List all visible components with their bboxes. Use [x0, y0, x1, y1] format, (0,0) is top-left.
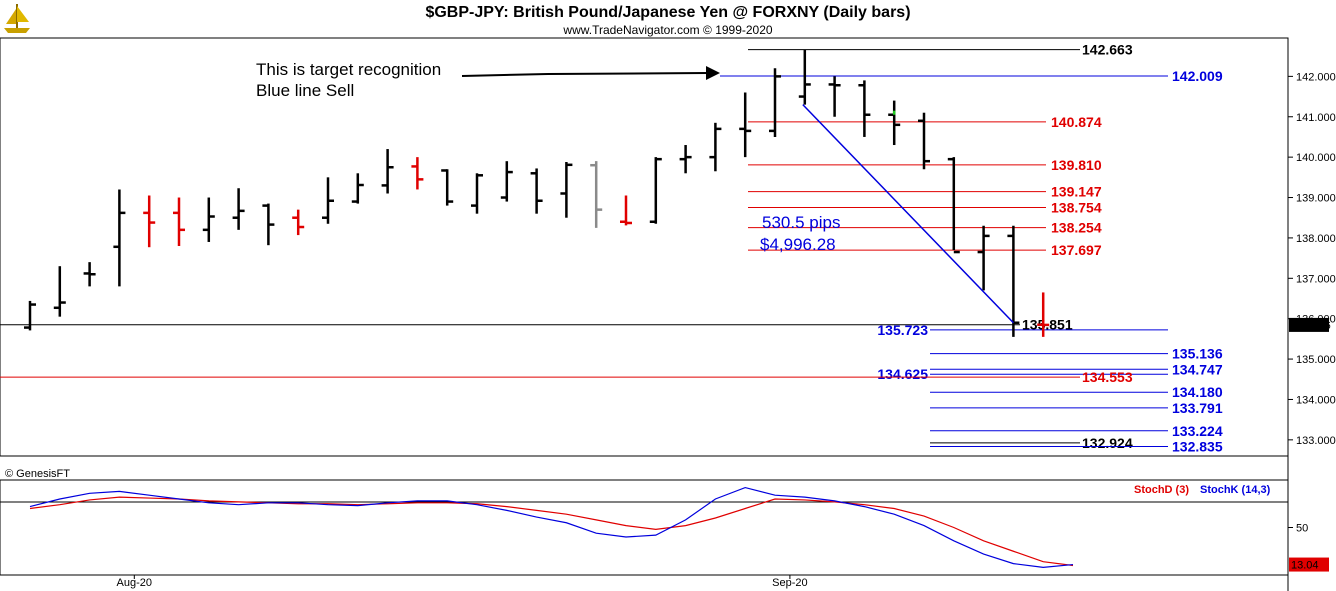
ohlc-bar	[828, 76, 841, 117]
ohlc-bar	[709, 122, 722, 172]
ohlc-bar	[858, 80, 871, 137]
bar-layer	[24, 49, 1050, 337]
ohlc-bar	[173, 197, 185, 246]
y-tick-label: 140.000	[1296, 152, 1336, 164]
ohlc-bar	[590, 161, 603, 228]
watermark: © GenesisFT	[5, 468, 70, 480]
ohlc-bar	[560, 161, 573, 218]
y-tick-label: 134.000	[1296, 394, 1336, 406]
x-tick-label: Aug-20	[117, 577, 152, 589]
ohlc-bar	[888, 100, 901, 146]
annotation-arrow	[461, 66, 720, 80]
stoch-series-line	[29, 496, 1074, 567]
y-tick-label: 137.000	[1296, 273, 1336, 285]
ohlc-bar	[500, 161, 513, 202]
trend-layer	[802, 104, 1014, 324]
stoch-series-line	[29, 486, 1074, 569]
level-label: 134.625	[877, 366, 928, 382]
ohlc-bar	[292, 209, 305, 236]
level-label: 133.224	[1172, 423, 1223, 439]
level-label: 135.723	[877, 322, 928, 338]
ohlc-bar	[53, 266, 66, 317]
ohlc-bar	[947, 157, 960, 254]
ship-icon	[4, 4, 30, 33]
ohlc-bar	[411, 157, 424, 190]
y-tick-label: 139.000	[1296, 193, 1336, 205]
level-label: 134.747	[1172, 361, 1223, 377]
level-label: 134.553	[1082, 369, 1133, 385]
y-tick-label: 142.000	[1296, 71, 1336, 83]
last-price-label: 135.846	[1291, 320, 1331, 332]
level-label: 132.835	[1172, 439, 1223, 455]
ohlc-bar	[322, 177, 334, 224]
ohlc-bar	[918, 112, 930, 170]
level-label: 133.791	[1172, 400, 1223, 416]
y-tick-label: 133.000	[1296, 435, 1336, 447]
ohlc-bar	[351, 173, 364, 204]
annotation-dollars: $4,996.28	[760, 235, 836, 254]
level-label: 138.254	[1051, 220, 1102, 236]
y-tick-label: 141.000	[1296, 112, 1336, 124]
ohlc-bar	[471, 173, 483, 214]
ohlc-bar	[769, 68, 781, 137]
level-label: 142.663	[1082, 42, 1133, 58]
level-layer: 142.663 142.009 140.874 139.810 139.147138.7…	[0, 42, 1223, 455]
ohlc-bar	[24, 300, 36, 331]
ohlc-bar	[441, 169, 454, 206]
stoch-last-label: 13.04	[1291, 560, 1319, 572]
level-label: 139.147	[1051, 184, 1102, 200]
annotation-target: This is target recognition	[256, 60, 441, 79]
annotation-pips: 530.5 pips	[762, 213, 840, 232]
ohlc-bar	[679, 145, 692, 174]
legend-stochd: StochD (3)	[1134, 484, 1189, 496]
chart-subtitle: www.TradeNavigator.com © 1999-2020	[562, 23, 772, 37]
ohlc-bar	[83, 262, 96, 287]
level-label: 140.874	[1051, 114, 1102, 130]
x-tick-label: Sep-20	[772, 577, 807, 589]
ohlc-bar	[1037, 292, 1050, 337]
ohlc-bar	[381, 149, 394, 194]
level-label: 134.180	[1172, 384, 1223, 400]
stoch-last-box	[1289, 557, 1329, 572]
level-label: 138.754	[1051, 199, 1102, 215]
stoch-tick-label: 50	[1296, 523, 1308, 535]
ohlc-bar	[649, 157, 662, 224]
ohlc-bar	[232, 188, 245, 230]
chart-title: $GBP-JPY: British Pound/Japanese Yen @ F…	[425, 4, 910, 21]
level-label: 142.009	[1172, 68, 1223, 84]
ohlc-bar	[1007, 225, 1020, 337]
axis-layer: 142.000 141.000 140.000 139.000 138.000 137.0…	[117, 71, 1336, 589]
ohlc-bar	[739, 92, 752, 158]
level-label: 132.924	[1082, 435, 1133, 451]
last-price-box	[1289, 317, 1329, 332]
level-label: 135.136	[1172, 346, 1223, 362]
ohlc-bar	[113, 189, 126, 287]
ohlc-bar	[977, 225, 990, 291]
level-label: 139.810	[1051, 157, 1102, 173]
ohlc-bar	[202, 197, 215, 242]
ohlc-bar	[262, 203, 275, 246]
y-tick-label: 135.000	[1296, 354, 1336, 366]
stoch-layer: 50 13.04	[29, 486, 1329, 572]
ohlc-bar	[620, 195, 632, 226]
ohlc-bar	[530, 168, 543, 214]
y-tick-label: 138.000	[1296, 233, 1336, 245]
level-label: 137.697	[1051, 242, 1102, 258]
trendline	[802, 104, 1014, 324]
ohlc-bar	[143, 195, 156, 248]
annotation-sell: Blue line Sell	[256, 81, 354, 100]
legend-stochk: StochK (14,3)	[1200, 484, 1271, 496]
ohlc-bar	[798, 49, 811, 105]
